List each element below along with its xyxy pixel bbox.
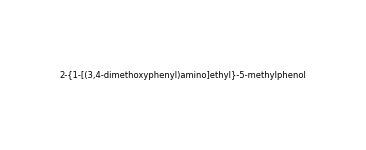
Text: 2-{1-[(3,4-dimethoxyphenyl)amino]ethyl}-5-methylphenol: 2-{1-[(3,4-dimethoxyphenyl)amino]ethyl}-… — [60, 70, 306, 80]
